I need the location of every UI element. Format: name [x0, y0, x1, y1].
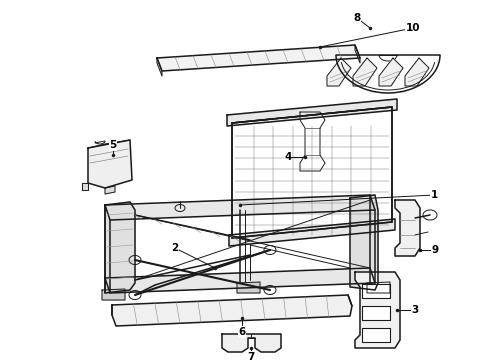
Text: 3: 3: [412, 305, 418, 315]
Text: 4: 4: [284, 152, 292, 162]
Polygon shape: [102, 289, 125, 300]
Polygon shape: [232, 107, 392, 238]
Polygon shape: [112, 295, 352, 326]
Polygon shape: [82, 183, 88, 190]
Polygon shape: [327, 58, 351, 86]
Polygon shape: [157, 58, 162, 76]
Polygon shape: [88, 140, 132, 188]
Polygon shape: [105, 268, 375, 293]
Polygon shape: [355, 272, 400, 348]
Text: 8: 8: [353, 13, 361, 23]
Polygon shape: [157, 45, 360, 71]
Polygon shape: [105, 195, 375, 220]
Polygon shape: [237, 282, 260, 293]
Polygon shape: [300, 112, 325, 171]
Polygon shape: [222, 334, 281, 352]
Polygon shape: [362, 328, 390, 342]
Polygon shape: [379, 58, 403, 86]
Polygon shape: [105, 186, 115, 194]
Polygon shape: [395, 200, 420, 256]
Polygon shape: [229, 219, 395, 246]
Polygon shape: [405, 58, 429, 86]
Polygon shape: [105, 202, 135, 293]
Text: 10: 10: [406, 23, 420, 33]
Polygon shape: [367, 282, 390, 293]
Polygon shape: [353, 58, 377, 86]
Polygon shape: [362, 306, 390, 320]
Polygon shape: [350, 195, 378, 290]
Polygon shape: [355, 45, 360, 63]
Text: 1: 1: [430, 190, 438, 200]
Text: 2: 2: [172, 243, 179, 253]
Text: 7: 7: [247, 352, 255, 360]
Polygon shape: [362, 284, 390, 298]
Text: 6: 6: [238, 327, 245, 337]
Polygon shape: [227, 99, 397, 126]
Text: 5: 5: [109, 140, 117, 150]
Text: 9: 9: [431, 245, 439, 255]
